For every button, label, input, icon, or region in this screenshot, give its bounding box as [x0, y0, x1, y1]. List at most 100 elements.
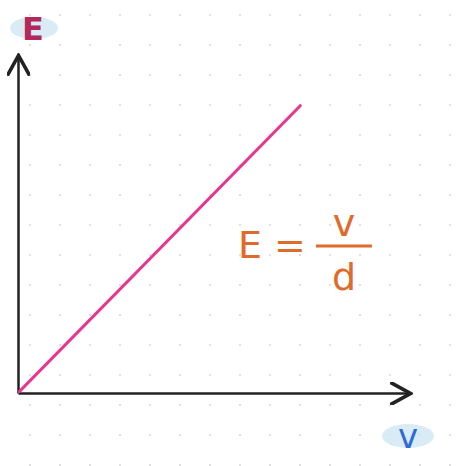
- paper-dot: [239, 74, 241, 76]
- paper-dot: [359, 134, 361, 136]
- paper-dot: [179, 134, 181, 136]
- paper-dot: [449, 404, 451, 406]
- paper-dot: [209, 344, 211, 346]
- paper-dot: [89, 164, 91, 166]
- paper-dot: [329, 284, 331, 286]
- paper-dot: [389, 104, 391, 106]
- x-axis: [19, 393, 411, 394]
- paper-dot: [419, 464, 421, 466]
- paper-dot: [149, 314, 151, 316]
- paper-dot: [209, 374, 211, 376]
- paper-dot: [29, 104, 31, 106]
- paper-dot: [299, 434, 301, 436]
- paper-dot: [179, 74, 181, 76]
- paper-dot: [119, 74, 121, 76]
- y-axis-title: E: [22, 10, 44, 48]
- paper-dot: [89, 104, 91, 106]
- annotation-numerator: v: [333, 201, 356, 245]
- paper-dot: [239, 134, 241, 136]
- paper-dot: [149, 134, 151, 136]
- paper-dot: [359, 374, 361, 376]
- paper-dot: [59, 224, 61, 226]
- paper-dot: [179, 254, 181, 256]
- y-axis-line: [17, 56, 20, 394]
- paper-dot: [449, 194, 451, 196]
- paper-dot: [179, 404, 181, 406]
- paper-dot: [59, 434, 61, 436]
- paper-dot: [329, 344, 331, 346]
- paper-dot: [29, 254, 31, 256]
- paper-dot: [29, 164, 31, 166]
- paper-dot: [119, 464, 121, 466]
- paper-dot: [389, 14, 391, 16]
- paper-dot: [29, 74, 31, 76]
- paper-dot: [89, 254, 91, 256]
- paper-dot: [209, 14, 211, 16]
- paper-dot: [59, 344, 61, 346]
- paper-dot: [149, 344, 151, 346]
- paper-dot: [59, 374, 61, 376]
- paper-dot: [419, 104, 421, 106]
- paper-dot: [209, 434, 211, 436]
- paper-dot: [149, 404, 151, 406]
- paper-dot: [179, 14, 181, 16]
- paper-dot: [239, 404, 241, 406]
- annotation-denominator: d: [332, 255, 356, 299]
- paper-dot: [179, 344, 181, 346]
- paper-dot: [359, 44, 361, 46]
- paper-dot: [299, 194, 301, 196]
- paper-dot: [449, 224, 451, 226]
- paper-dot: [389, 344, 391, 346]
- paper-dot: [359, 314, 361, 316]
- paper-dot: [329, 14, 331, 16]
- paper-dot: [449, 104, 451, 106]
- paper-dot: [59, 74, 61, 76]
- paper-dot: [59, 44, 61, 46]
- paper-dot: [119, 284, 121, 286]
- paper-dot: [59, 314, 61, 316]
- paper-dot: [449, 164, 451, 166]
- paper-dot: [149, 284, 151, 286]
- paper-dot: [359, 14, 361, 16]
- paper-dot: [329, 434, 331, 436]
- paper-dot: [359, 194, 361, 196]
- paper-dot: [209, 224, 211, 226]
- paper-dot: [449, 314, 451, 316]
- paper-dot: [269, 284, 271, 286]
- paper-dot: [59, 254, 61, 256]
- paper-dot: [179, 44, 181, 46]
- paper-dot: [239, 314, 241, 316]
- paper-dot: [179, 314, 181, 316]
- paper-dot: [119, 254, 121, 256]
- paper-dot: [179, 434, 181, 436]
- paper-dot: [239, 14, 241, 16]
- paper-dot: [29, 284, 31, 286]
- paper-dot: [299, 14, 301, 16]
- paper-dot: [329, 134, 331, 136]
- paper-dot: [59, 14, 61, 16]
- paper-dot: [269, 404, 271, 406]
- annotation-text: E =: [238, 223, 306, 267]
- paper-dot: [29, 404, 31, 406]
- paper-dot: [119, 374, 121, 376]
- paper-dot: [299, 464, 301, 466]
- paper-dot: [119, 164, 121, 166]
- paper-dot: [389, 74, 391, 76]
- paper-dot: [269, 44, 271, 46]
- paper-dot: [179, 104, 181, 106]
- paper-dot: [89, 74, 91, 76]
- paper-dot: [359, 344, 361, 346]
- paper-dot: [329, 224, 331, 226]
- paper-dot: [209, 404, 211, 406]
- paper-dot: [239, 284, 241, 286]
- paper-dot: [119, 44, 121, 46]
- paper-dot: [149, 74, 151, 76]
- paper-dot: [389, 44, 391, 46]
- paper-dot: [419, 74, 421, 76]
- paper-dot: [59, 464, 61, 466]
- paper-dot: [269, 374, 271, 376]
- paper-dot: [209, 464, 211, 466]
- paper-dot: [59, 404, 61, 406]
- paper-dot: [89, 194, 91, 196]
- annotation: E = vd: [238, 201, 372, 299]
